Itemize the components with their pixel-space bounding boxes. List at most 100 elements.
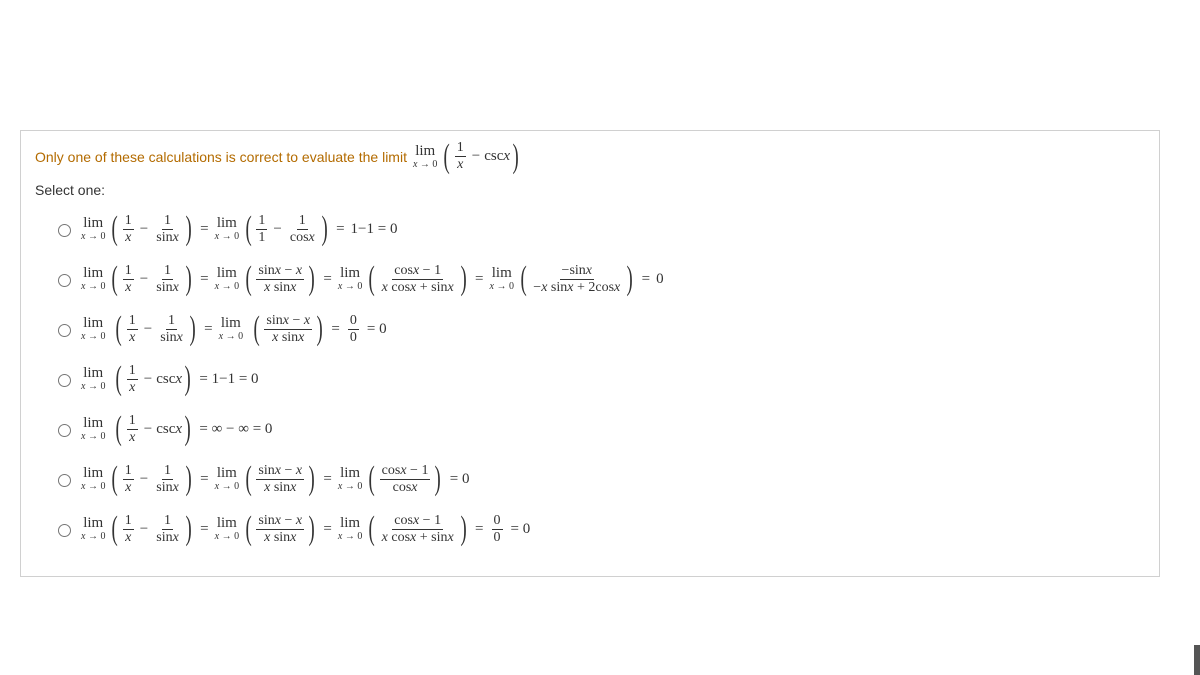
- fraction: 00: [492, 514, 503, 545]
- option-radio[interactable]: [58, 524, 71, 537]
- paren-group: (1x−cscx): [113, 364, 193, 395]
- operator: −: [144, 371, 152, 388]
- paren-group: (cosx − 1x cosx + sinx): [366, 514, 469, 545]
- paren-group: (sinx − xx sinx): [251, 314, 325, 345]
- fraction: cosx − 1cosx: [380, 464, 431, 495]
- operator: = 1−1 = 0: [199, 371, 258, 388]
- frac-1-over-x: 1x: [455, 141, 466, 172]
- option-radio[interactable]: [58, 274, 71, 287]
- operator: =: [331, 321, 339, 338]
- prompt-text: Only one of these calculations is correc…: [35, 149, 407, 165]
- lim-symbol: limx → 0: [81, 416, 105, 442]
- prompt-limit-expression: lim x → 0 ( 1x − cscx ): [413, 141, 521, 172]
- fraction: 1cosx: [288, 214, 317, 245]
- lim-symbol: limx → 0: [338, 466, 362, 492]
- fraction: 1sinx: [158, 314, 185, 345]
- operator: −: [273, 221, 281, 238]
- paren-group: (1x−1sinx): [109, 214, 194, 245]
- lim-symbol: limx → 0: [81, 316, 105, 342]
- lim-symbol: limx → 0: [219, 316, 243, 342]
- math-text: cscx: [156, 371, 182, 388]
- option-equation: limx → 0(1x−1sinx)=limx → 0(sinx − xx si…: [81, 464, 474, 495]
- option-radio[interactable]: [58, 424, 71, 437]
- fraction: 1x: [123, 264, 134, 295]
- operator: −: [140, 221, 148, 238]
- lim-symbol: lim x → 0: [413, 144, 437, 170]
- fraction: 1sinx: [154, 264, 181, 295]
- option-row: limx → 0(1x−cscx)= 1−1 = 0: [53, 356, 1145, 402]
- operator: =: [475, 521, 483, 538]
- paren-group: (sinx − xx sinx): [243, 514, 317, 545]
- operator: =: [200, 221, 208, 238]
- lim-symbol: limx → 0: [81, 266, 105, 292]
- fraction: sinx − xx sinx: [256, 514, 304, 545]
- option-radio[interactable]: [58, 474, 71, 487]
- option-radio[interactable]: [58, 324, 71, 337]
- paren-group: (cosx − 1x cosx + sinx): [366, 264, 469, 295]
- operator: =: [200, 271, 208, 288]
- option-radio[interactable]: [58, 224, 71, 237]
- options-container: limx → 0(1x−1sinx)=limx → 0(11−1cosx)=1−…: [35, 206, 1145, 552]
- scrollbar-thumb[interactable]: [1194, 645, 1200, 675]
- paren-group: (sinx − xx sinx): [243, 464, 317, 495]
- select-one-label: Select one:: [35, 182, 1145, 198]
- option-equation: limx → 0(1x−1sinx)=limx → 0(sinx − xx si…: [81, 514, 534, 545]
- fraction: 11: [256, 214, 267, 245]
- math-text: 1−1 = 0: [351, 221, 398, 238]
- operator: =: [323, 471, 331, 488]
- math-text: 0: [656, 271, 664, 288]
- operator: =: [323, 521, 331, 538]
- fraction: −sinx−x sinx + 2cosx: [531, 264, 622, 295]
- prompt-paren: ( 1x − cscx ): [441, 141, 521, 172]
- paren-group: (cosx − 1cosx): [366, 464, 443, 495]
- lim-symbol: limx → 0: [215, 466, 239, 492]
- option-row: limx → 0(1x−1sinx)=limx → 0(sinx − xx si…: [53, 256, 1145, 302]
- lim-symbol: limx → 0: [215, 266, 239, 292]
- option-row: limx → 0(1x−1sinx)=limx → 0(sinx − xx si…: [53, 506, 1145, 552]
- lim-symbol: limx → 0: [215, 216, 239, 242]
- lim-symbol: limx → 0: [338, 266, 362, 292]
- fraction: cosx − 1x cosx + sinx: [380, 264, 456, 295]
- operator: =: [200, 471, 208, 488]
- fraction: sinx − xx sinx: [256, 464, 304, 495]
- fraction: 1x: [123, 214, 134, 245]
- fraction: sinx − xx sinx: [256, 264, 304, 295]
- operator: =: [642, 271, 650, 288]
- math-text: cscx: [156, 421, 182, 438]
- option-radio[interactable]: [58, 374, 71, 387]
- paren-group: (1x−1sinx): [109, 464, 194, 495]
- lim-symbol: limx → 0: [81, 216, 105, 242]
- operator: = 0: [511, 521, 531, 538]
- operator: =: [200, 521, 208, 538]
- fraction: 1x: [123, 464, 134, 495]
- page-root: Only one of these calculations is correc…: [0, 0, 1200, 675]
- option-equation: limx → 0 (1x−cscx) = ∞ − ∞ = 0: [81, 414, 276, 445]
- operator: = 0: [367, 321, 387, 338]
- paren-group: (1x−1sinx): [109, 514, 194, 545]
- lim-symbol: limx → 0: [490, 266, 514, 292]
- paren-group: (11−1cosx): [243, 214, 330, 245]
- operator: =: [336, 221, 344, 238]
- cscx-text: cscx: [484, 148, 510, 165]
- fraction: cosx − 1x cosx + sinx: [380, 514, 456, 545]
- operator: = 0: [450, 471, 470, 488]
- paren-group: (1x−1sinx): [113, 314, 198, 345]
- paren-group: (1x−1sinx): [109, 264, 194, 295]
- fraction: 1x: [127, 414, 138, 445]
- fraction: 1x: [127, 364, 138, 395]
- option-row: limx → 0(1x−1sinx)=limx → 0(11−1cosx)=1−…: [53, 206, 1145, 252]
- option-equation: limx → 0(1x−cscx)= 1−1 = 0: [81, 364, 263, 395]
- fraction: 1x: [127, 314, 138, 345]
- operator: −: [140, 271, 148, 288]
- operator: = ∞ − ∞ = 0: [199, 421, 272, 438]
- operator: −: [144, 421, 152, 438]
- lim-symbol: limx → 0: [81, 516, 105, 542]
- operator: =: [204, 321, 212, 338]
- option-equation: limx → 0 (1x−1sinx) = limx → 0 (sinx − xx si…: [81, 314, 391, 345]
- question-prompt: Only one of these calculations is correc…: [35, 141, 1145, 172]
- fraction: 1sinx: [154, 214, 181, 245]
- operator: −: [140, 471, 148, 488]
- option-row: limx → 0(1x−1sinx)=limx → 0(sinx − xx si…: [53, 456, 1145, 502]
- paren-group: (1x−cscx): [113, 414, 193, 445]
- fraction: 1x: [123, 514, 134, 545]
